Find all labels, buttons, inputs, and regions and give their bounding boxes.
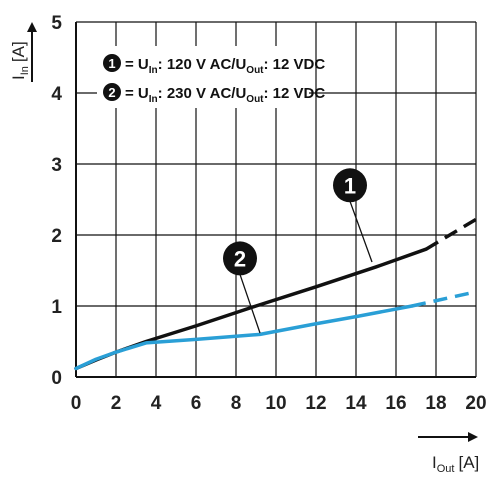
x-tick-label: 0 [71,393,82,414]
callouts: 12 [223,168,373,334]
y-tick-label: 2 [51,226,62,247]
x-tick-label: 16 [385,393,406,414]
x-tick-label: 14 [345,393,367,414]
callout-badge-2 [223,241,257,276]
callout-leader-1 [349,201,373,263]
legend-entry-1: = UIn: 120 V AC/UOut: 12 VDC [125,56,325,76]
legend-badge-label-2: 2 [108,85,115,100]
legend-box [97,46,309,108]
series-lines [74,217,477,371]
series-1-dashed-line [425,217,477,251]
callout-leader-2 [239,274,261,334]
series-2-line [74,304,414,371]
legend: 1 = UIn: 120 V AC/UOut: 12 VDC 2 = UIn: 230… [97,46,325,108]
callout-label-2: 2 [234,246,246,271]
legend-badge-label-1: 1 [108,56,115,71]
y-tick-label: 0 [51,368,62,389]
callout-label-1: 1 [344,173,356,198]
y-tick-label: 1 [51,297,62,318]
y-axis-title: IIn[A] [9,41,31,80]
x-tick-label: 8 [231,393,242,414]
y-tick-label: 3 [51,155,62,176]
y-tick-label: 4 [51,84,62,105]
legend-badge-2 [103,83,121,101]
legend-badge-1 [103,54,121,72]
x-tick-label: 20 [465,393,486,414]
legend-entry-2: = UIn: 230 V AC/UOut: 12 VDC [125,85,325,105]
series-2-dashed-line [411,290,477,308]
x-tick-label: 4 [151,393,162,414]
x-tick-label: 6 [191,393,202,414]
svg-text:IIn[A]: IIn[A] [9,41,31,80]
y-tick-label: 5 [51,13,62,34]
x-tick-label: 12 [305,393,326,414]
x-tick-label: 10 [265,393,286,414]
x-tick-label: 2 [111,393,122,414]
x-axis-title: IOut [A] [432,453,479,475]
callout-badge-1 [333,168,367,203]
x-tick-label: 18 [425,393,446,414]
